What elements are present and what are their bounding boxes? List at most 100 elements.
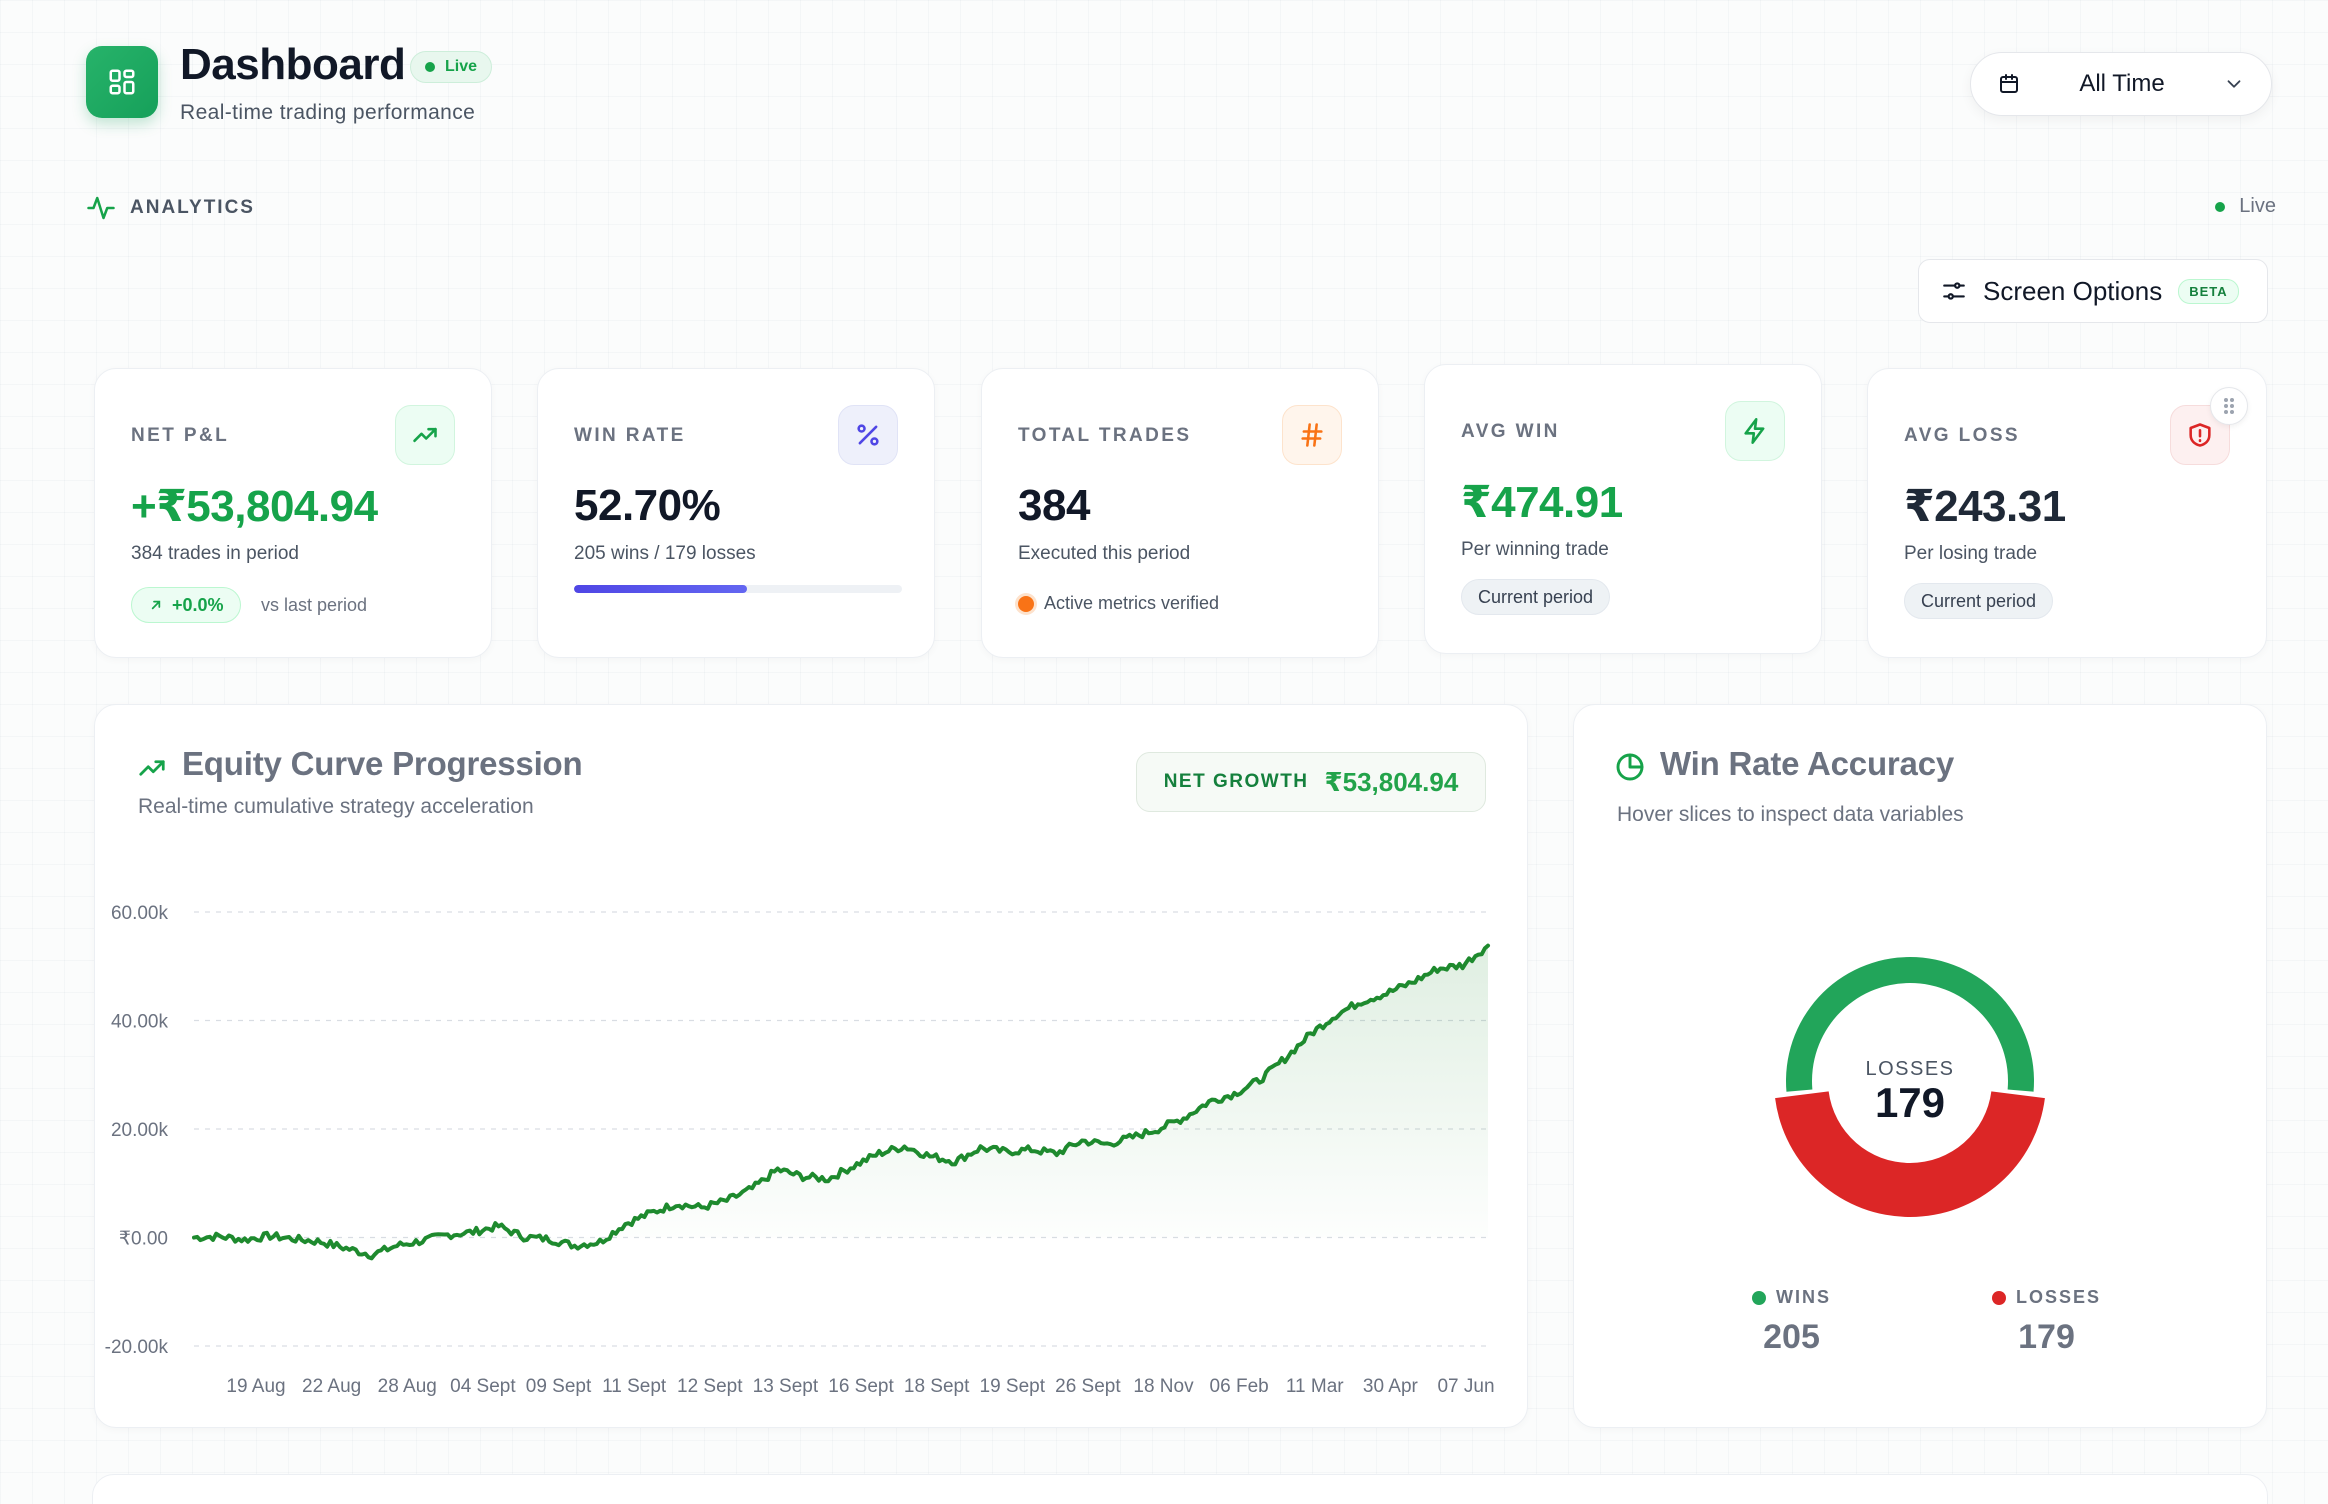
win-rate-card: WIN RATE 52.70% 205 wins / 179 losses [537, 368, 935, 658]
equity-title: Equity Curve Progression [182, 745, 583, 782]
avg-win-label: AVG WIN [1461, 421, 1560, 442]
total-trades-icon-box [1282, 405, 1342, 465]
avg-win-period-chip: Current period [1461, 579, 1611, 615]
avg-win-icon-box [1725, 401, 1785, 461]
win-rate-progress-fill [574, 585, 747, 593]
losses-slice[interactable] [1775, 1091, 2045, 1217]
screen-options-button[interactable]: Screen Options BETA [1918, 259, 2268, 323]
avg-loss-value: ₹243.31 [1904, 482, 2066, 531]
status-dot-icon [1018, 595, 1034, 612]
chevron-down-icon [2227, 80, 2241, 88]
live-status-dot-icon [2215, 201, 2226, 212]
y-tick-label: 20.00k [111, 1120, 169, 1141]
net-growth-badge: NET GROWTH ₹53,804.94 [1136, 752, 1486, 812]
equity-line [192, 943, 1490, 1261]
avg-loss-period-chip: Current period [1904, 583, 2054, 619]
next-panel-card [92, 1474, 2268, 1504]
x-tick-label: 11 Sept [602, 1376, 667, 1397]
x-tick-label: 06 Feb [1210, 1376, 1269, 1397]
section-label: ANALYTICS [86, 193, 255, 223]
net-pnl-value: +₹53,804.94 [131, 482, 378, 531]
x-tick-label: 19 Sept [980, 1376, 1046, 1397]
trending-up-icon [413, 427, 437, 443]
equity-chart[interactable]: 60.00k 40.00k 20.00k ₹0.00 -20.00k 19 Aug 22 … [0, 0, 1528, 1430]
dashboard-logo [86, 46, 158, 118]
metrics-status-text: Active metrics verified [1044, 593, 1220, 613]
x-tick-label: 09 Sept [526, 1376, 592, 1397]
legend-wins-value: 205 [1763, 1318, 1820, 1356]
net-growth-label: NET GROWTH [1163, 771, 1309, 792]
win-rate-accuracy-card: Win Rate Accuracy Hover slices to inspec… [1573, 704, 2267, 1428]
x-tick-label: 12 Sept [677, 1376, 743, 1397]
y-tick-label: -20.00k [105, 1337, 169, 1358]
net-pnl-card: NET P&L +₹53,804.94 384 trades in period… [94, 368, 492, 658]
x-tick-label: 22 Aug [302, 1376, 361, 1397]
x-tick-label: 13 Sept [753, 1376, 819, 1397]
live-status-label: Live [2239, 195, 2276, 217]
change-value: +0.0% [172, 594, 224, 615]
change-badge: +0.0% [131, 587, 241, 623]
total-trades-label: TOTAL TRADES [1018, 425, 1192, 446]
net-pnl-icon-box [395, 405, 455, 465]
legend-wins: WINS 205 [1752, 1287, 1831, 1357]
x-tick-label: 26 Sept [1055, 1376, 1121, 1397]
win-rate-donut[interactable]: LOSSES 179 [1760, 931, 2060, 1231]
zap-icon [1744, 418, 1765, 444]
x-tick-label: 19 Aug [226, 1376, 285, 1397]
total-trades-card: TOTAL TRADES 384 Executed this period Ac… [981, 368, 1379, 658]
x-tick-label: 16 Sept [828, 1376, 894, 1397]
net-pnl-label: NET P&L [131, 425, 230, 446]
win-rate-sub: 205 wins / 179 losses [574, 543, 756, 564]
losses-dot-icon [1992, 1290, 2006, 1305]
wins-dot-icon [1752, 1290, 1766, 1305]
pie-chart-icon [1616, 753, 1644, 781]
metrics-status: Active metrics verified [1018, 593, 1219, 614]
x-tick-label: 11 Mar [1286, 1376, 1344, 1397]
y-tick-label: 60.00k [111, 903, 169, 924]
total-trades-sub: Executed this period [1018, 543, 1191, 564]
percent-icon [857, 424, 879, 446]
arrow-up-right-icon [151, 600, 161, 610]
win-rate-progress [574, 585, 902, 593]
section-label-text: ANALYTICS [130, 197, 255, 218]
wins-slice[interactable] [1786, 956, 2034, 1092]
avg-win-card: AVG WIN ₹474.91 Per winning trade Curren… [1424, 364, 1822, 654]
avg-loss-card: AVG LOSS ₹243.31 Per losing trade Curren… [1867, 368, 2267, 658]
legend-losses-value: 179 [2018, 1318, 2075, 1356]
equity-area [194, 945, 1488, 1259]
hash-icon [1301, 423, 1323, 447]
total-trades-value: 384 [1018, 481, 1090, 530]
y-tick-label: ₹0.00 [119, 1229, 168, 1250]
live-badge-label: Live [445, 58, 478, 75]
win-rate-icon-box [838, 405, 898, 465]
grid-icon [109, 69, 135, 95]
x-tick-label: 18 Nov [1133, 1376, 1194, 1397]
legend-losses-label: LOSSES [2016, 1287, 2102, 1307]
screen-options-label: Screen Options [1983, 275, 2163, 306]
donut-center-label: LOSSES [1865, 1058, 1954, 1080]
shield-alert-icon [2189, 423, 2211, 447]
legend-wins-label: WINS [1776, 1287, 1831, 1307]
beta-badge: BETA [2178, 278, 2239, 304]
change-note: vs last period [261, 595, 368, 615]
equity-subtitle: Real-time cumulative strategy accelerati… [138, 795, 534, 818]
net-pnl-sub: 384 trades in period [131, 543, 299, 564]
x-tick-label: 18 Sept [904, 1376, 970, 1397]
avg-loss-label: AVG LOSS [1904, 425, 2020, 446]
page-subtitle: Real-time trading performance [180, 101, 476, 124]
live-badge: Live [410, 51, 493, 83]
net-growth-value: ₹53,804.94 [1324, 766, 1459, 797]
sliders-icon [1943, 282, 1965, 300]
x-tick-label: 28 Aug [378, 1376, 437, 1397]
avg-win-sub: Per winning trade [1461, 539, 1609, 560]
time-range-select[interactable]: All Time [1970, 52, 2272, 116]
calendar-icon [2000, 74, 2018, 93]
activity-icon [87, 196, 115, 220]
x-tick-label: 30 Apr [1363, 1376, 1419, 1397]
x-tick-label: 07 Jun [1437, 1376, 1494, 1397]
avg-loss-sub: Per losing trade [1904, 543, 2038, 564]
page-title: Dashboard [180, 40, 406, 89]
avg-win-value: ₹474.91 [1461, 478, 1623, 527]
live-status: Live [2215, 195, 2276, 218]
drag-handle-icon[interactable] [2210, 387, 2248, 425]
